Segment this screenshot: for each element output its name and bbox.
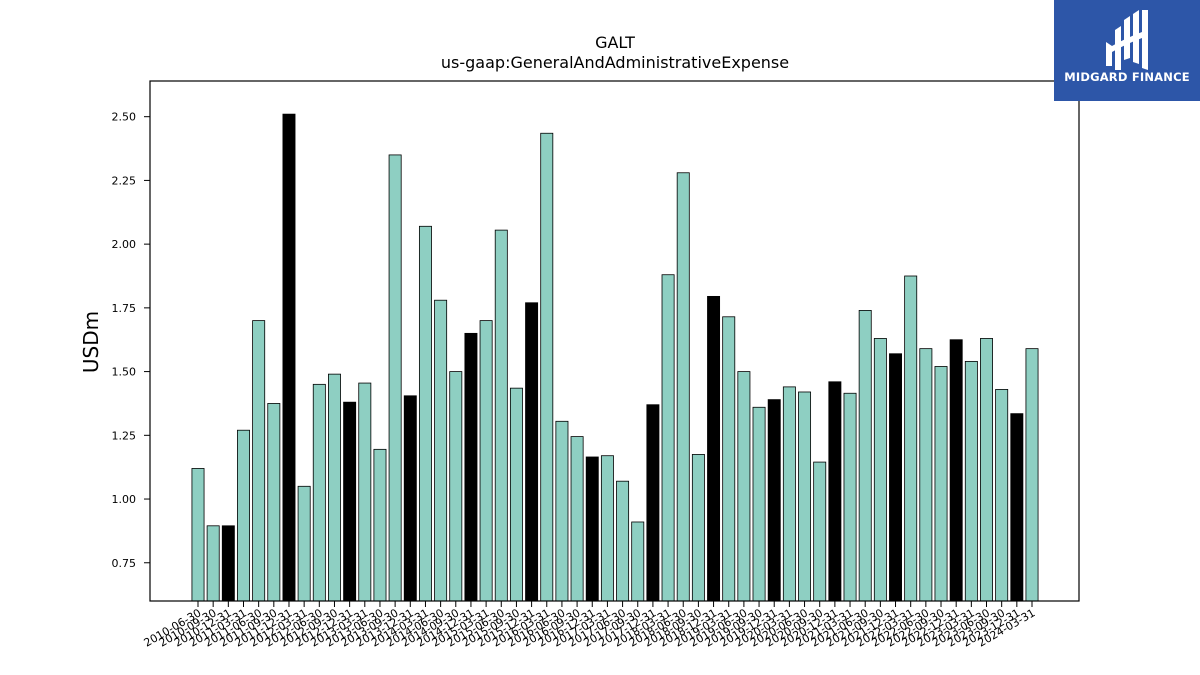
bar <box>221 525 235 602</box>
bar <box>403 395 417 602</box>
bar <box>798 391 812 602</box>
y-tick-label: 0.75 <box>112 557 137 570</box>
brand-logo-text: MIDGARD FINANCE <box>1064 70 1190 84</box>
midgard-logo-icon <box>1106 10 1148 70</box>
bar <box>449 371 463 602</box>
bar <box>949 339 963 602</box>
bar <box>252 320 266 602</box>
bar <box>722 316 736 602</box>
bar <box>1010 413 1024 602</box>
bar <box>616 480 630 602</box>
bars <box>191 113 1039 602</box>
bar <box>373 448 387 602</box>
brand-logo: MIDGARD FINANCE <box>1054 0 1200 101</box>
bar <box>964 360 978 602</box>
bar <box>297 485 311 602</box>
bar <box>555 420 569 602</box>
bar <box>676 172 690 602</box>
y-tick-label: 1.50 <box>112 366 137 379</box>
bar <box>540 132 554 602</box>
bar <box>358 382 372 602</box>
bar <box>464 332 478 602</box>
bar <box>237 429 250 602</box>
bar <box>312 383 326 602</box>
bar <box>570 436 584 602</box>
bar <box>600 455 614 602</box>
bar <box>1025 348 1039 602</box>
bar <box>343 401 357 602</box>
bar <box>494 229 508 602</box>
bar <box>828 381 842 602</box>
bar <box>767 399 781 602</box>
bar <box>919 348 933 602</box>
bar <box>434 299 448 602</box>
x-axis: 2010-06-302010-09-302010-12-312011-03-31… <box>142 601 1038 650</box>
chart-title: GALT <box>595 33 635 52</box>
bar <box>691 454 705 602</box>
bar <box>782 386 796 602</box>
bar <box>388 154 402 602</box>
bar <box>479 320 493 602</box>
bar <box>509 387 523 602</box>
bar <box>646 404 660 602</box>
plot-frame <box>149 80 1080 602</box>
bar <box>631 521 645 602</box>
bar <box>843 392 857 602</box>
y-axis: 0.75 1.00 1.25 1.50 1.75 2.00 2.25 2.50 <box>112 111 150 570</box>
bar <box>525 302 539 602</box>
y-tick-label: 2.00 <box>112 238 137 251</box>
bar <box>191 468 205 602</box>
bar <box>267 403 281 602</box>
bar <box>934 366 948 602</box>
bar <box>813 461 827 602</box>
bar <box>707 295 721 602</box>
bar <box>418 225 432 602</box>
bar <box>980 338 993 602</box>
bar <box>661 274 675 602</box>
y-tick-label: 2.50 <box>112 111 137 124</box>
chart-subtitle: us-gaap:GeneralAndAdministrativeExpense <box>441 53 789 72</box>
y-tick-label: 2.25 <box>112 174 137 187</box>
bar <box>904 275 918 602</box>
bar <box>737 371 751 602</box>
y-axis-label: USDm <box>79 311 103 373</box>
bar <box>889 353 902 602</box>
bar <box>873 338 887 602</box>
bar <box>752 406 766 602</box>
bar <box>206 525 220 602</box>
bar <box>282 113 296 602</box>
bar <box>995 389 1009 602</box>
bar <box>328 373 341 602</box>
y-tick-label: 1.25 <box>112 429 137 442</box>
bar <box>585 456 599 602</box>
bar <box>858 310 872 602</box>
y-tick-label: 1.75 <box>112 302 137 315</box>
y-tick-label: 1.00 <box>112 493 137 506</box>
